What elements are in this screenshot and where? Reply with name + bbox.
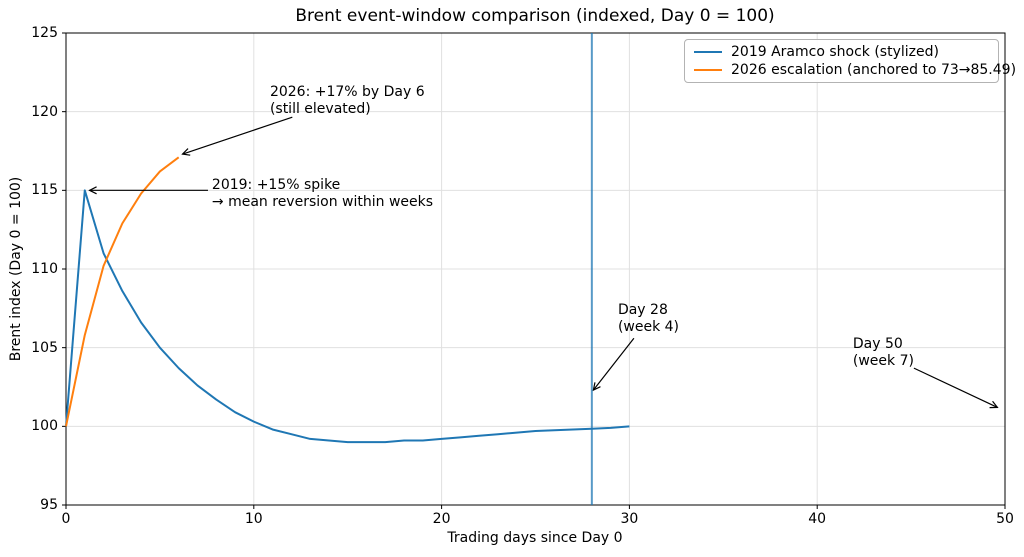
x-tick-label: 50 [996,511,1014,527]
y-tick-label: 110 [31,261,58,277]
annotation-text: 2026: +17% by Day 6 (still elevated) [269,83,425,117]
legend-label-2019: 2019 Aramco shock (stylized) [731,44,939,61]
y-tick-label: 115 [31,182,58,199]
annotation-arrow [182,116,293,154]
series-line-0 [65,189,630,444]
y-tick-label: 125 [31,25,58,41]
legend-line-orange-icon [694,68,722,71]
legend: 2019 Aramco shock (stylized) 2026 escala… [684,39,1016,83]
legend-item-2019: 2019 Aramco shock (stylized) [694,44,989,60]
x-tick-label: 10 [244,511,263,527]
legend-item-2026: 2026 escalation (anchored to 73→85.49) [694,62,1016,78]
chart-title: Brent event-window comparison (indexed, … [295,6,775,26]
x-tick-label: 40 [808,511,827,527]
y-tick-label: 95 [40,497,58,513]
x-tick-label: 20 [432,511,451,527]
annotation-text: 2019: +15% spike → mean reversion within… [211,176,434,210]
x-axis-label: Trading days since Day 0 [447,530,623,546]
series-line-1 [65,156,180,427]
y-tick-label: 100 [31,418,58,435]
legend-label-2026: 2026 escalation (anchored to 73→85.49) [731,61,1017,78]
y-tick-label: 105 [31,339,58,356]
annotation-arrow [593,337,635,390]
y-tick-label: 120 [31,103,58,120]
legend-line-blue-icon [694,51,722,54]
y-axis-label: Brent index (Day 0 = 100) [8,176,24,362]
annotation-text: Day 28 (week 4) [617,302,680,336]
annotation-arrow [913,367,998,407]
x-tick-label: 30 [620,511,639,527]
x-tick-label: 0 [61,511,71,527]
annotation-text: Day 50 (week 7) [852,335,914,369]
